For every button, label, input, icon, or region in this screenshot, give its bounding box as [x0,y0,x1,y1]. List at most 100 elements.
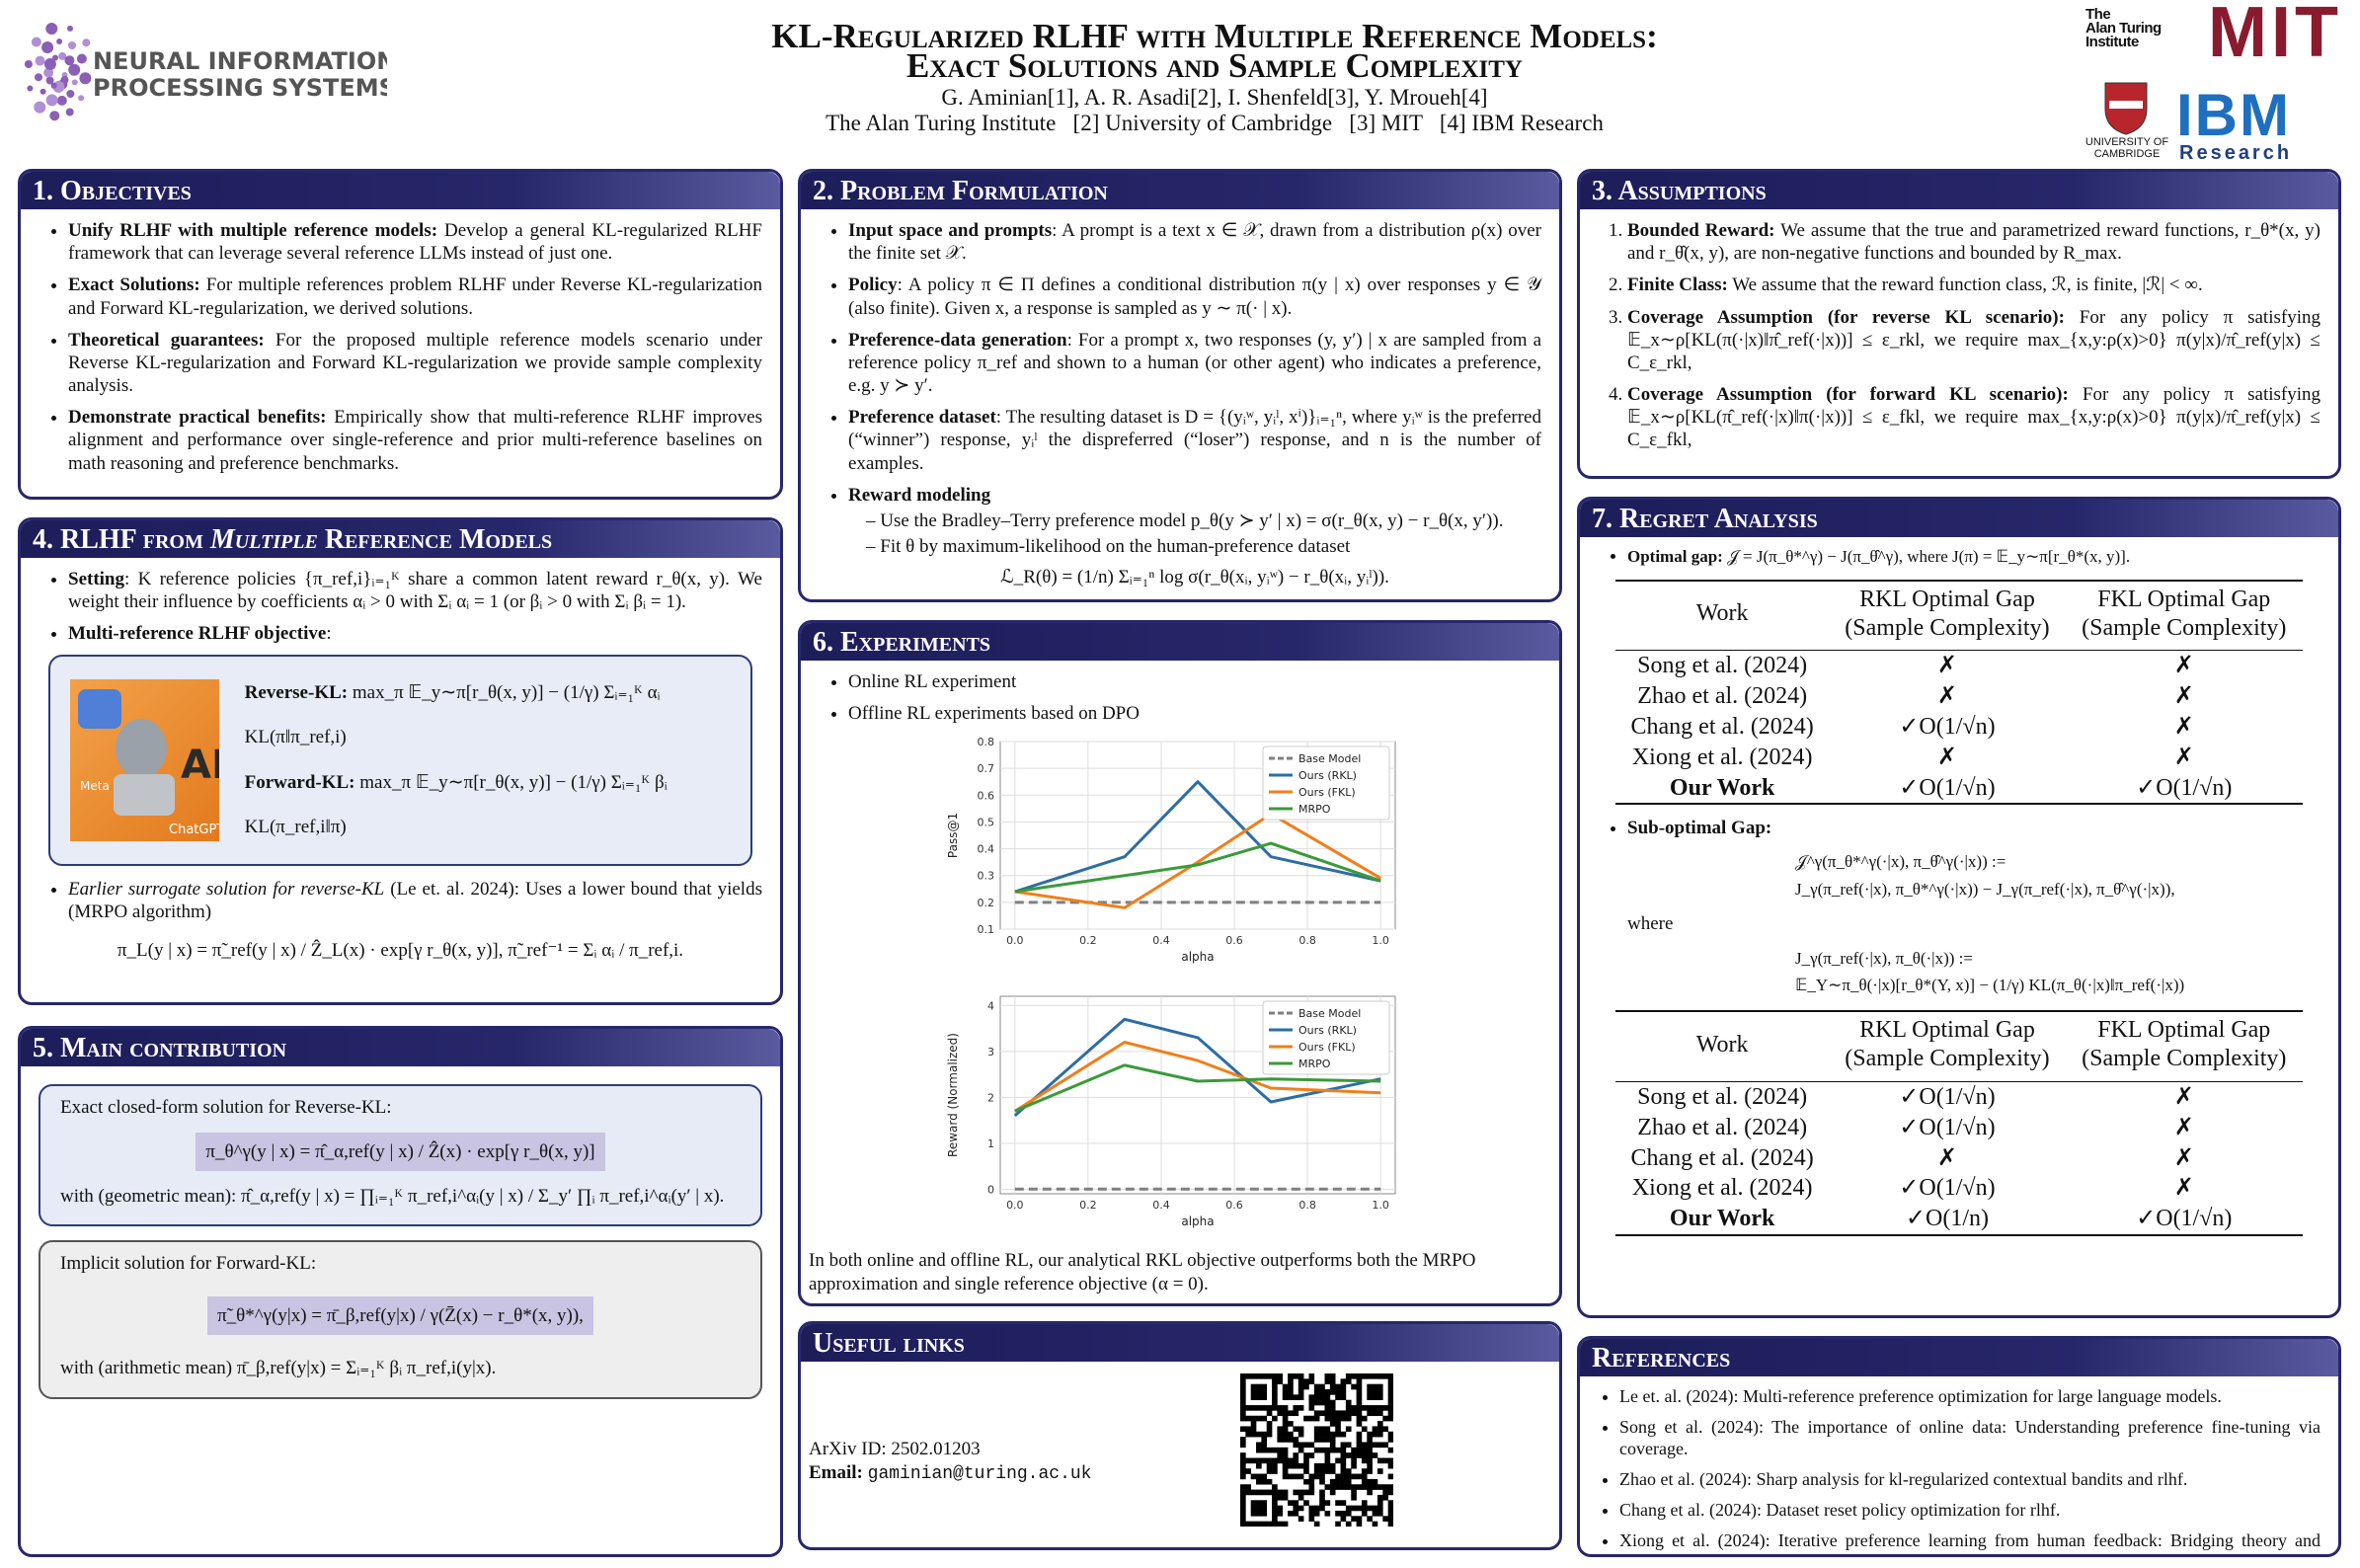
qr-module [1356,1394,1363,1401]
qr-module [1324,1510,1331,1517]
qr-module [1293,1394,1299,1401]
qr-module [1282,1389,1289,1395]
mean-line: with (geometric mean): π̂_α,ref(y | x) =… [60,1185,741,1208]
qr-module [1308,1399,1315,1406]
x-tick-label: 0.6 [1225,934,1243,947]
email: gaminian@turing.ac.uk [867,1464,1092,1484]
logo-dot [49,111,60,121]
bold-label: Reward modeling [848,484,991,506]
qr-module [1282,1447,1289,1453]
section-title: 1. Objectives [21,172,780,209]
table-cell: Xiong et al. (2024) [1631,744,1813,770]
qr-module [1240,1484,1246,1490]
email-line: Email: gaminian@turing.ac.uk [809,1462,1091,1484]
qr-module [1367,1431,1373,1438]
qr-module [1361,1452,1368,1458]
qr-module [1351,1505,1357,1512]
table-cell: Song et al. (2024) [1637,653,1808,679]
qr-module [1324,1468,1331,1474]
qr-module [1367,1457,1373,1464]
qr-module [1250,1405,1257,1411]
qr-module [1303,1378,1309,1384]
qr-module [1361,1505,1368,1512]
qr-module [1377,1505,1383,1512]
qr-module [1387,1383,1393,1390]
header-row: Work RKL Optimal Gap (Sample Complexity) FK… [1615,1011,2303,1083]
bold-label: Finite Class: [1627,274,1728,296]
qr-module [1324,1437,1331,1443]
qr-module [1329,1415,1336,1422]
qr-module [1308,1516,1315,1522]
turing-logo: The Alan Turing Institute [2085,7,2162,50]
bold-label: Sub-optimal Gap: [1627,818,1772,839]
qr-module [1293,1373,1299,1379]
qr-module [1277,1457,1284,1464]
formula: max_π 𝔼_y∼π[r_θ(x, y)] − (1/γ) Σᵢ₌₁ᴷ αᵢ … [244,681,661,748]
qr-module [1272,1457,1278,1464]
header-line: (Sample Complexity) [2082,1046,2287,1072]
qr-module [1367,1405,1373,1411]
sub-list: Use the Bradley–Terry preference model p… [848,510,1541,558]
qr-module [1361,1442,1368,1449]
series-line [1014,780,1381,894]
qr-module [1256,1394,1262,1401]
item-text: For the proposed multiple reference mode… [68,329,762,397]
list-item: Exact Solutions: For multiple references… [68,274,762,319]
item-text: : For a prompt x, two responses (y, y′) … [848,329,1541,397]
qr-module [1240,1457,1246,1464]
qr-module [1277,1505,1284,1512]
qr-module [1367,1442,1373,1449]
x-tick-label: 0.6 [1225,1199,1243,1212]
qr-module [1324,1484,1331,1490]
qr-module [1345,1452,1352,1458]
regret-table: Work RKL Optimal Gap (Sample Complexity) FK… [1615,1010,2303,1236]
qr-module [1293,1442,1299,1449]
logo-text: Alan Turing [2085,20,2162,37]
qr-module [1250,1421,1257,1427]
qr-module [1351,1383,1357,1390]
list-item: Coverage Assumption (for forward KL scen… [1627,383,2321,452]
qr-module [1367,1410,1373,1417]
qr-module [1329,1478,1336,1485]
qr-module [1361,1405,1368,1411]
qr-module [1256,1521,1262,1527]
list-item: Reward modeling Use the Bradley–Terry pre… [848,484,1541,589]
box-heading: Implicit solution for Forward-KL: [60,1252,317,1274]
qr-module [1313,1431,1320,1438]
qr-module [1308,1394,1315,1401]
qr-module [1356,1521,1363,1527]
x-axis-label: alpha [1181,950,1214,964]
qr-module [1367,1462,1373,1469]
qr-module [1324,1452,1331,1458]
qr-module [1313,1462,1320,1469]
qr-module [1361,1468,1368,1474]
qr-module [1377,1442,1383,1449]
table-cell: Our Work [1669,774,1775,801]
qr-module [1277,1373,1284,1379]
qr-module [1288,1462,1294,1469]
qr-module [1340,1410,1347,1417]
authors: G. Aminian[1], A. R. Asadi[2], I. Shenfe… [941,85,1488,110]
qr-module [1340,1473,1347,1480]
qr-module [1261,1389,1268,1395]
qr-module [1313,1447,1320,1453]
list-item: Bounded Reward: We assume that the true … [1627,219,2321,265]
optimal-list: Optimal gap: 𝒥 = J(π_θ*^γ) − J(π_θ̂^γ), … [1598,547,2321,568]
qr-module [1377,1426,1383,1433]
qr-module [1256,1505,1262,1512]
qr-module [1329,1462,1336,1469]
qr-module [1261,1442,1268,1449]
qr-module [1319,1410,1325,1417]
logo-text: Institute [2085,34,2139,50]
objective-label: Forward-KL: [244,771,355,793]
qr-module [1313,1521,1320,1527]
item-text: : A prompt is a text x ∈ 𝒳, drawn from a… [848,220,1542,265]
qr-module [1293,1437,1299,1443]
y-tick-label: 4 [987,999,994,1012]
qr-module [1261,1383,1268,1390]
qr-module [1372,1373,1378,1379]
objective-box: AI Meta ChatGPT Reverse-KL: max_π 𝔼_y∼π[… [48,654,752,866]
qr-module [1356,1378,1363,1384]
objective: Forward-KL: max_π 𝔼_y∼π[r_θ(x, y)] − (1/… [245,760,731,850]
qr-module [1324,1399,1331,1406]
